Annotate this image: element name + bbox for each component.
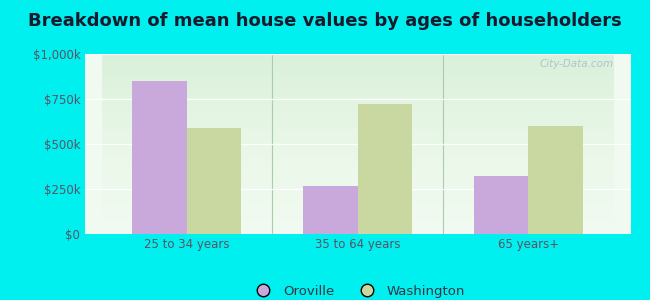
Text: City-Data.com: City-Data.com (540, 59, 614, 69)
Bar (303, 186, 358, 234)
Bar (187, 128, 242, 234)
Bar (133, 81, 187, 234)
Text: Breakdown of mean house values by ages of householders: Breakdown of mean house values by ages o… (28, 12, 622, 30)
Bar (528, 126, 583, 234)
Bar (473, 176, 528, 234)
Bar (358, 104, 412, 234)
Legend: Oroville, Washington: Oroville, Washington (244, 279, 471, 300)
